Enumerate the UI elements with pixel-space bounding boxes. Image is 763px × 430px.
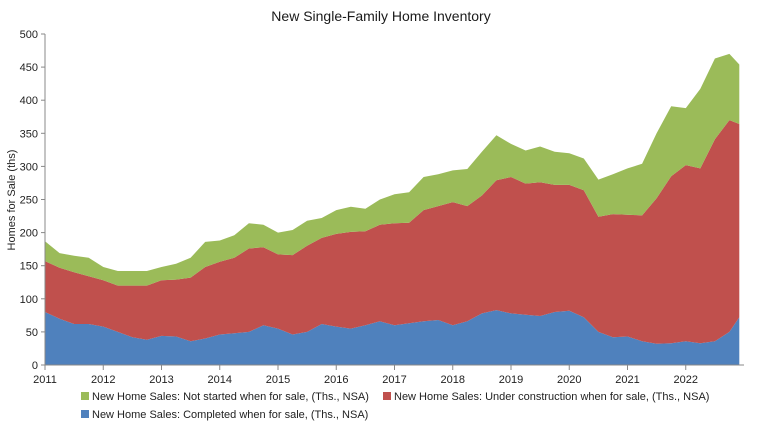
y-tick-label: 250 xyxy=(20,195,38,207)
x-tick-label: 2015 xyxy=(266,374,290,386)
legend-label: New Home Sales: Not started when for sal… xyxy=(92,391,369,403)
y-axis-title: Homes for Sale (ths) xyxy=(6,150,18,251)
legend-swatch xyxy=(81,410,89,418)
x-tick-label: 2017 xyxy=(382,374,406,386)
y-tick-label: 400 xyxy=(20,95,38,107)
legend-swatch xyxy=(383,392,391,400)
y-tick-label: 350 xyxy=(20,128,38,140)
x-tick-label: 2018 xyxy=(441,374,465,386)
plot-area xyxy=(44,34,744,366)
y-tick-label: 50 xyxy=(26,327,38,339)
y-tick-label: 100 xyxy=(20,294,38,306)
legend-label: New Home Sales: Completed when for sale,… xyxy=(92,409,368,421)
y-tick-label: 450 xyxy=(20,62,38,74)
x-tick-label: 2011 xyxy=(33,374,57,386)
legend-label: New Home Sales: Under construction when … xyxy=(394,391,709,403)
legend-swatch xyxy=(81,392,89,400)
legend: New Home Sales: Not started when for sal… xyxy=(81,391,709,421)
x-tick-label: 2013 xyxy=(149,374,173,386)
x-axis: 2011 2012 2013 2014 2015 2016 2017 2018 2019 2020… xyxy=(33,365,698,386)
y-tick-label: 200 xyxy=(20,228,38,240)
x-tick-label: 2014 xyxy=(208,374,232,386)
under-construction-area xyxy=(45,120,740,344)
x-tick-label: 2022 xyxy=(674,374,698,386)
y-tick-label: 150 xyxy=(20,261,38,273)
y-tick-label: 500 xyxy=(20,29,38,41)
x-tick-label: 2020 xyxy=(557,374,581,386)
y-tick-label: 300 xyxy=(20,161,38,173)
x-tick-label: 2016 xyxy=(324,374,348,386)
x-tick-label: 2012 xyxy=(91,374,115,386)
x-tick-label: 2019 xyxy=(499,374,523,386)
x-tick-label: 2021 xyxy=(615,374,639,386)
y-axis: 0 50 100 150 200 250 300 350 400 450 500 xyxy=(20,29,45,372)
chart-title: New Single-Family Home Inventory xyxy=(271,8,490,24)
completed-area xyxy=(45,310,740,365)
y-tick-label: 0 xyxy=(32,360,38,372)
